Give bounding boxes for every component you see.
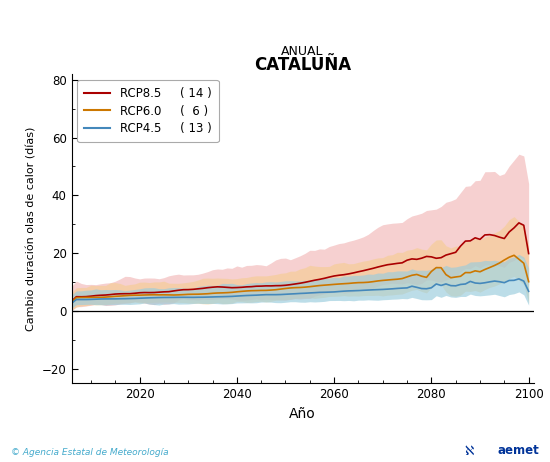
Title: CATALUÑA: CATALUÑA [254, 56, 351, 74]
X-axis label: Año: Año [289, 407, 316, 421]
Text: ANUAL: ANUAL [281, 45, 324, 58]
Y-axis label: Cambio duración olas de calor (días): Cambio duración olas de calor (días) [26, 127, 36, 331]
Text: aemet: aemet [497, 444, 539, 457]
Text: ℵ: ℵ [465, 445, 474, 458]
Text: © Agencia Estatal de Meteorología: © Agencia Estatal de Meteorología [11, 449, 169, 457]
Legend: RCP8.5     ( 14 ), RCP6.0     (  6 ), RCP4.5     ( 13 ): RCP8.5 ( 14 ), RCP6.0 ( 6 ), RCP4.5 ( 13… [78, 80, 219, 142]
